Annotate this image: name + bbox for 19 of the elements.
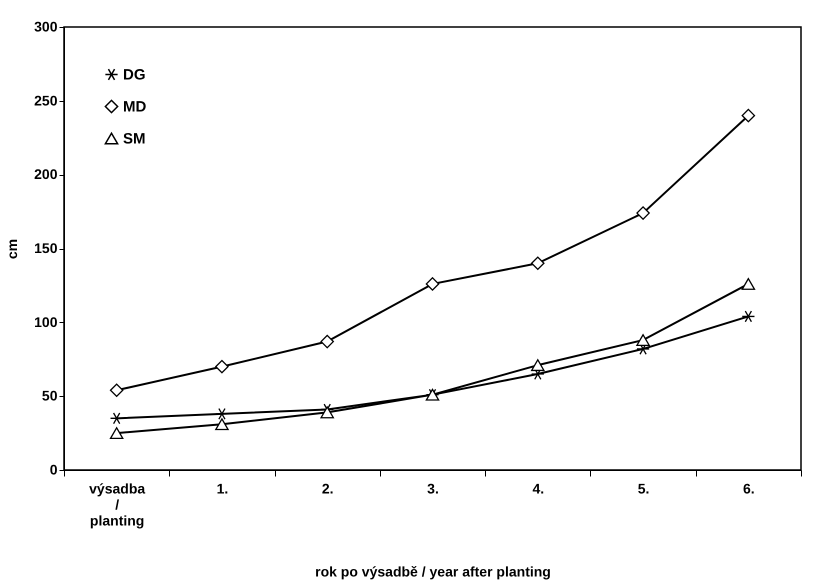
y-tick-label: 0 <box>50 462 58 478</box>
y-tick-label: 100 <box>34 314 58 330</box>
y-tick-label: 200 <box>34 166 58 182</box>
x-tick-label: 3. <box>427 480 439 496</box>
y-tick-label: 50 <box>42 388 58 404</box>
y-tick-label: 250 <box>34 92 58 108</box>
x-tick-label: 6. <box>743 480 755 496</box>
y-tick-label: 300 <box>34 18 58 34</box>
x-tick-label: 4. <box>532 480 544 496</box>
y-axis-title: cm <box>4 238 20 260</box>
y-tick-label: 150 <box>34 240 58 256</box>
x-tick-label: 2. <box>322 480 334 496</box>
x-tick-label: 1. <box>216 480 228 496</box>
legend-label: MD <box>123 98 146 116</box>
x-axis-title: rok po výsadbě / year after planting <box>315 564 551 580</box>
x-tick-label: výsadba / planting <box>89 480 146 528</box>
x-tick-label: 5. <box>638 480 650 496</box>
legend-label: DG <box>123 66 146 84</box>
legend-label: SM <box>123 130 146 148</box>
